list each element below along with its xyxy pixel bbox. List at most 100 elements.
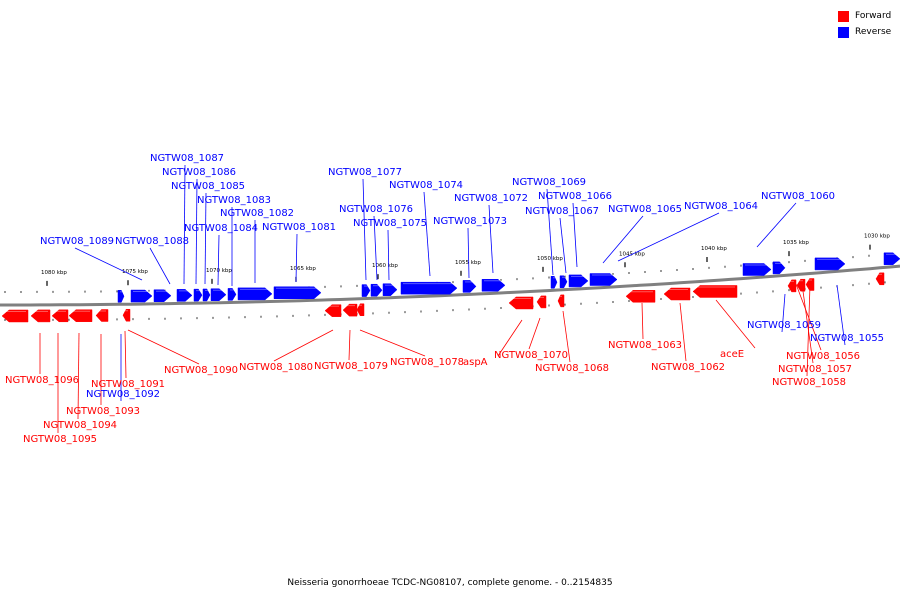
forward-leader <box>641 302 644 340</box>
tick-label: 1060 kbp <box>372 263 398 269</box>
forward-gene <box>481 279 506 292</box>
reverse-gene-label: NGTW08_1081 <box>262 222 336 233</box>
reverse-gene-label: NGTW08_1077 <box>328 167 402 178</box>
reverse-gene-label: NGTW08_1088 <box>115 236 189 247</box>
genome-caption: Neisseria gonorrhoeae TCDC-NG08107, comp… <box>287 578 613 588</box>
forward-swatch <box>838 10 849 22</box>
reverse-gene-label: NGTW08_1083 <box>197 195 271 206</box>
reverse-leader <box>74 247 143 281</box>
reverse-gene-label: NGTW08_1075 <box>353 218 427 229</box>
reverse-gene-label: NGTW08_1064 <box>684 201 758 212</box>
forward-leader <box>77 332 80 420</box>
forward-gene-label: NGTW08_1078 <box>390 357 464 368</box>
reverse-leader <box>362 178 367 281</box>
forward-gene <box>742 263 772 276</box>
reverse-gene-label: NGTW08_1065 <box>608 204 682 215</box>
reverse-gene-label: NGTW08_1086 <box>162 167 236 178</box>
tick-label: 1080 kbp <box>41 270 67 276</box>
reverse-gene-label: NGTW08_1060 <box>761 191 835 202</box>
forward-gene <box>227 288 237 301</box>
tick-label: 1040 kbp <box>701 246 727 252</box>
reverse-leader <box>195 178 198 285</box>
forward-gene <box>153 289 172 302</box>
reverse-gene-label: NGTW08_1073 <box>433 216 507 227</box>
forward-gene <box>176 289 193 302</box>
legend-forward-label: Forward <box>855 11 892 21</box>
forward-gene-label: NGTW08_1094 <box>43 420 117 431</box>
forward-gene-label: aspA <box>463 357 488 368</box>
reverse-leader <box>295 233 298 283</box>
reverse-leader <box>602 215 644 264</box>
forward-gene-label: NGTW08_1096 <box>5 375 79 386</box>
reverse-gene <box>796 278 806 292</box>
forward-leader <box>359 329 426 357</box>
forward-gene-label: NGTW08_1079 <box>314 361 388 372</box>
reverse-gene-label: NGTW08_1089 <box>40 236 114 247</box>
forward-leader <box>801 283 814 364</box>
forward-gene <box>559 275 568 289</box>
forward-gene <box>193 288 203 302</box>
forward-leader <box>348 329 351 361</box>
forward-leader <box>528 317 541 350</box>
reverse-gene-label: NGTW08_1059 <box>747 320 821 331</box>
forward-leader <box>497 319 523 357</box>
forward-gene-label: NGTW08_1070 <box>494 350 568 361</box>
reverse-leader <box>423 191 431 277</box>
reverse-gene-label: NGTW08_1067 <box>525 206 599 217</box>
reverse-gene-label: NGTW08_1085 <box>171 181 245 192</box>
reverse-gene-label: NGTW08_1072 <box>454 193 528 204</box>
reverse-gene-label: NGTW08_1076 <box>339 204 413 215</box>
forward-leader <box>795 283 822 351</box>
forward-gene <box>550 276 558 289</box>
tick-label: 1075 kbp <box>122 269 148 275</box>
reverse-gene-label: NGTW08_1066 <box>538 191 612 202</box>
forward-gene <box>814 257 846 271</box>
reverse-gene-label: NGTW08_1055 <box>810 333 884 344</box>
gene-features <box>1 252 900 323</box>
reverse-gene-label: NGTW08_1087 <box>150 153 224 164</box>
reverse-gene <box>30 309 51 323</box>
reverse-leader <box>387 229 390 281</box>
forward-gene-label: NGTW08_1080 <box>239 362 313 373</box>
reverse-leader <box>781 293 786 333</box>
reverse-leader <box>836 284 846 346</box>
forward-gene <box>589 273 618 286</box>
forward-gene <box>210 288 227 301</box>
forward-leader <box>679 302 687 362</box>
forward-gene <box>462 280 477 293</box>
reverse-gene-label: NGTW08_1082 <box>220 208 294 219</box>
forward-gene <box>273 286 322 300</box>
forward-gene <box>361 284 371 297</box>
tick-label: 1070 kbp <box>206 268 232 274</box>
forward-gene-label: NGTW08_1056 <box>786 351 860 362</box>
reverse-gene <box>787 279 797 293</box>
reverse-leader <box>149 247 171 285</box>
forward-gene <box>568 274 589 288</box>
reverse-gene-label: NGTW08_1092 <box>86 389 160 400</box>
forward-gene <box>130 289 153 303</box>
genome-backbone <box>0 264 900 307</box>
tick-label: 1055 kbp <box>455 260 481 266</box>
legend-reverse: Reverse <box>838 25 898 39</box>
reverse-gene <box>342 303 358 317</box>
forward-leader <box>715 299 756 349</box>
forward-gene <box>117 290 125 303</box>
reverse-gene <box>805 278 815 291</box>
reverse-swatch <box>838 26 849 38</box>
forward-gene-label: aceE <box>720 349 744 360</box>
reverse-leader <box>217 234 220 286</box>
forward-gene-label: NGTW08_1090 <box>164 365 238 376</box>
reverse-gene <box>324 304 342 317</box>
reverse-leader <box>467 227 470 279</box>
forward-gene <box>382 283 398 296</box>
legend: Forward Reverse <box>838 9 898 41</box>
reverse-gene <box>508 296 534 310</box>
reverse-gene <box>536 295 547 309</box>
forward-gene-label: NGTW08_1063 <box>608 340 682 351</box>
reverse-leader <box>756 202 797 248</box>
reverse-gene <box>625 290 656 303</box>
tick-layer: 1080 kbp 1075 kbp 1070 kbp 1065 kbp 1060 kbp… <box>4 234 890 321</box>
legend-reverse-label: Reverse <box>855 27 892 37</box>
forward-leader <box>124 330 127 379</box>
forward-gene-label: NGTW08_1068 <box>535 363 609 374</box>
